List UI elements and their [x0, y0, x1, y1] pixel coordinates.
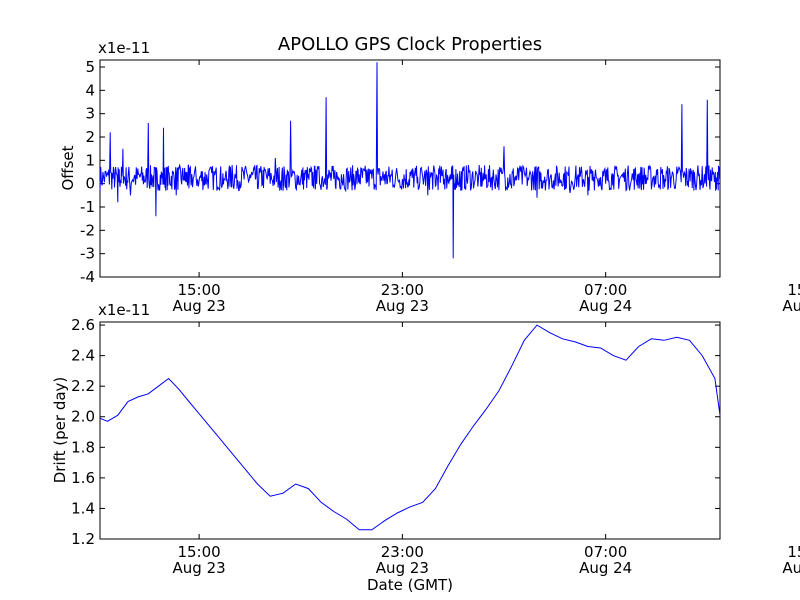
- offset-y-tick-label: -1: [80, 198, 95, 216]
- drift-y-tick-label: 2.6: [71, 316, 95, 334]
- offset-series-line: [99, 62, 721, 259]
- offset-y-tick-label: 4: [85, 81, 95, 99]
- drift-y-tick-label: 1.8: [71, 438, 95, 456]
- offset-y-tick-label: 1: [85, 151, 95, 169]
- drift-x-tick-time: 15:00: [787, 543, 800, 561]
- offset-x-tick-time: 15:00: [787, 281, 800, 299]
- offset-y-tick-label: 0: [85, 175, 95, 193]
- drift-x-tick-time: 07:00: [584, 543, 627, 561]
- offset-plot-area: [99, 59, 721, 278]
- drift-x-tick-date: Aug 24: [782, 559, 800, 577]
- offset-x-tick-time: 07:00: [584, 281, 627, 299]
- drift-x-tick-time: 23:00: [381, 543, 424, 561]
- drift-y-tick-label: 1.6: [71, 469, 95, 487]
- drift-x-tick-time: 15:00: [177, 543, 220, 561]
- drift-y-axis-label: Drift (per day): [51, 377, 69, 484]
- offset-y-ticks: -4 -3 -2 -1 0 1 2 3 4 5: [80, 58, 720, 286]
- offset-y-tick-label: -2: [80, 221, 95, 239]
- drift-x-axis-label: Date (GMT): [367, 576, 453, 594]
- offset-y-axis-label: Offset: [59, 145, 77, 190]
- offset-x-tick-date: Aug 24: [782, 297, 800, 315]
- offset-exponent-label: x1e-11: [98, 39, 150, 57]
- chart-title: APOLLO GPS Clock Properties: [278, 34, 542, 55]
- offset-x-tick-date: Aug 23: [173, 297, 226, 315]
- drift-exponent-label: x1e-11: [98, 301, 150, 319]
- drift-y-tick-label: 1.4: [71, 499, 95, 517]
- offset-y-tick-label: -4: [80, 268, 95, 286]
- drift-x-tick-date: Aug 23: [376, 559, 429, 577]
- offset-y-tick-label: 2: [85, 128, 95, 146]
- offset-x-tick-date: Aug 23: [376, 297, 429, 315]
- offset-x-tick-date: Aug 24: [579, 297, 632, 315]
- offset-x-tick-time: 15:00: [177, 281, 220, 299]
- drift-y-tick-label: 2.0: [71, 408, 95, 426]
- drift-panel: x1e-11 Drift (per day) Date (GMT) 1.2 1.4…: [51, 301, 800, 594]
- drift-y-tick-label: 2.2: [71, 377, 95, 395]
- drift-x-tick-date: Aug 23: [173, 559, 226, 577]
- drift-plot-area: [99, 321, 721, 540]
- drift-y-tick-label: 2.4: [71, 347, 95, 365]
- offset-y-tick-label: -3: [80, 245, 95, 263]
- offset-y-tick-label: 3: [85, 105, 95, 123]
- drift-y-tick-label: 1.2: [71, 530, 95, 548]
- drift-y-ticks: 1.2 1.4 1.6 1.8 2.0 2.2 2.4 2.6: [71, 316, 720, 548]
- offset-x-tick-time: 23:00: [381, 281, 424, 299]
- drift-x-tick-date: Aug 24: [579, 559, 632, 577]
- drift-series-line: [99, 324, 721, 531]
- offset-y-tick-label: 5: [85, 58, 95, 76]
